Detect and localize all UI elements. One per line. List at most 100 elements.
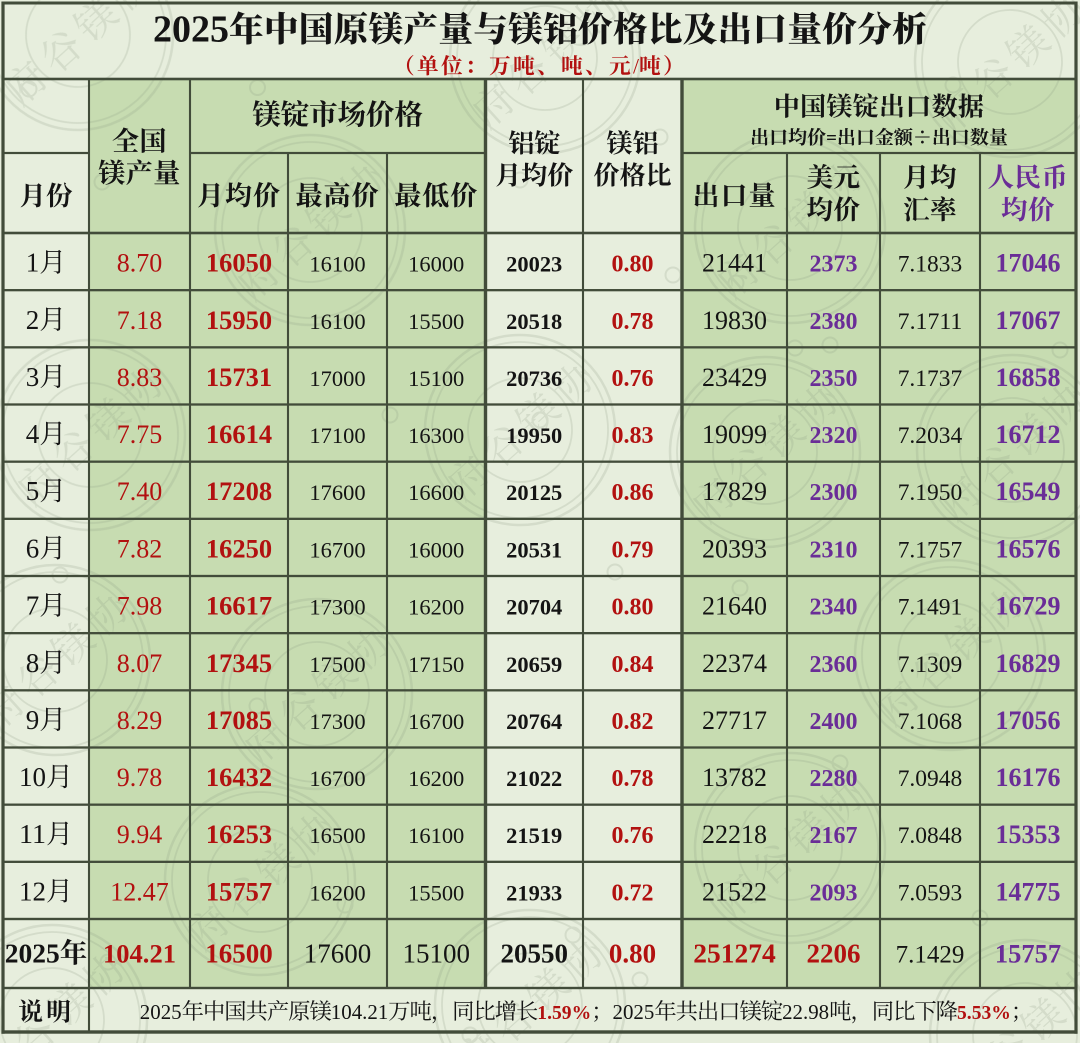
svg-text:16829: 16829 — [996, 649, 1061, 678]
svg-text:7.1950: 7.1950 — [898, 480, 963, 506]
svg-text:16200: 16200 — [408, 766, 464, 791]
svg-text:22218: 22218 — [702, 820, 767, 849]
svg-text:7.1068: 7.1068 — [898, 709, 963, 735]
svg-text:2320: 2320 — [810, 423, 858, 449]
svg-text:2373: 2373 — [810, 252, 858, 278]
svg-text:0.78: 0.78 — [612, 309, 654, 335]
svg-text:8.29: 8.29 — [117, 706, 163, 735]
svg-text:2093: 2093 — [810, 880, 858, 906]
svg-text:4: 4 — [26, 419, 40, 449]
svg-text:17000: 17000 — [309, 366, 365, 391]
svg-text:21640: 21640 — [702, 592, 767, 621]
svg-text:0.76: 0.76 — [612, 823, 654, 849]
svg-text:0.78: 0.78 — [612, 766, 654, 792]
svg-text:16200: 16200 — [309, 880, 365, 905]
svg-text:2340: 2340 — [810, 595, 858, 621]
svg-text:16700: 16700 — [309, 766, 365, 791]
svg-text:15353: 15353 — [996, 820, 1061, 849]
svg-text:7.1429: 7.1429 — [896, 942, 965, 969]
svg-text:5: 5 — [26, 476, 40, 506]
svg-text:2310: 2310 — [810, 537, 858, 563]
svg-text:16858: 16858 — [996, 363, 1061, 392]
svg-text:17056: 17056 — [996, 706, 1061, 735]
svg-text:16500: 16500 — [309, 823, 365, 848]
svg-text:21522: 21522 — [702, 877, 767, 906]
svg-text:0.79: 0.79 — [612, 537, 654, 563]
svg-text:16600: 16600 — [408, 480, 464, 505]
svg-text:17150: 17150 — [408, 652, 464, 677]
svg-text:11: 11 — [19, 819, 46, 849]
svg-text:15500: 15500 — [408, 880, 464, 905]
svg-text:17300: 17300 — [309, 709, 365, 734]
svg-text:19950: 19950 — [506, 423, 562, 448]
svg-text:16712: 16712 — [996, 420, 1061, 449]
svg-text:16617: 16617 — [206, 591, 272, 621]
svg-text:0.80: 0.80 — [609, 939, 656, 969]
svg-text:2400: 2400 — [810, 709, 858, 735]
svg-text:104.21: 104.21 — [103, 939, 176, 969]
svg-text:0.80: 0.80 — [612, 595, 654, 621]
svg-text:22.98: 22.98 — [782, 1000, 829, 1024]
svg-text:1: 1 — [26, 248, 40, 278]
svg-text:12.47: 12.47 — [110, 877, 169, 906]
svg-text:23429: 23429 — [702, 363, 767, 392]
svg-text:2300: 2300 — [810, 480, 858, 506]
svg-text:0.76: 0.76 — [612, 366, 654, 392]
svg-text:104.21: 104.21 — [331, 1000, 389, 1024]
svg-text:17100: 17100 — [309, 423, 365, 448]
svg-text:16000: 16000 — [408, 537, 464, 562]
svg-text:8.07: 8.07 — [117, 649, 163, 678]
svg-text:7.1711: 7.1711 — [898, 309, 963, 335]
svg-text:2360: 2360 — [810, 652, 858, 678]
svg-text:2025: 2025 — [613, 1000, 655, 1024]
svg-text:2350: 2350 — [810, 366, 858, 392]
svg-text:2167: 2167 — [810, 823, 858, 849]
svg-text:7.0848: 7.0848 — [898, 823, 963, 849]
svg-text:20518: 20518 — [506, 309, 562, 334]
svg-text:7.1309: 7.1309 — [898, 652, 963, 678]
svg-text:7.82: 7.82 — [117, 534, 163, 563]
svg-text:2: 2 — [26, 305, 40, 335]
svg-text:7.1757: 7.1757 — [898, 537, 963, 563]
svg-text:16576: 16576 — [996, 534, 1061, 563]
svg-text:17067: 17067 — [996, 306, 1061, 335]
svg-text:15757: 15757 — [995, 939, 1061, 969]
svg-text:16100: 16100 — [309, 309, 365, 334]
svg-text:7.0948: 7.0948 — [898, 766, 963, 792]
svg-text:5.53%: 5.53% — [957, 1003, 1011, 1024]
svg-text:16176: 16176 — [996, 763, 1061, 792]
svg-text:21519: 21519 — [506, 823, 562, 848]
svg-text:17085: 17085 — [206, 705, 272, 735]
svg-text:2280: 2280 — [810, 766, 858, 792]
svg-text:20764: 20764 — [506, 709, 562, 734]
svg-text:16000: 16000 — [408, 252, 464, 277]
svg-text:21441: 21441 — [702, 249, 767, 278]
svg-text:16100: 16100 — [408, 823, 464, 848]
svg-text:15950: 15950 — [206, 305, 272, 335]
svg-text:7.0593: 7.0593 — [898, 880, 963, 906]
svg-text:16100: 16100 — [309, 252, 365, 277]
svg-text:2025: 2025 — [153, 8, 229, 50]
svg-text:0.84: 0.84 — [612, 652, 654, 678]
svg-text:0.72: 0.72 — [612, 880, 654, 906]
svg-text:17600: 17600 — [309, 480, 365, 505]
svg-text:16050: 16050 — [206, 248, 272, 278]
svg-text:20531: 20531 — [506, 537, 562, 562]
svg-text:17829: 17829 — [702, 477, 767, 506]
svg-text:8: 8 — [26, 648, 40, 678]
svg-text:17600: 17600 — [304, 939, 372, 969]
svg-text:20704: 20704 — [506, 595, 562, 620]
svg-text:3: 3 — [26, 362, 40, 392]
svg-text:15731: 15731 — [206, 362, 272, 392]
svg-text:16729: 16729 — [996, 592, 1061, 621]
svg-text:16549: 16549 — [996, 477, 1061, 506]
svg-text:0.80: 0.80 — [612, 252, 654, 278]
svg-text:12: 12 — [19, 876, 46, 906]
svg-text:17046: 17046 — [996, 249, 1061, 278]
svg-text:15500: 15500 — [408, 309, 464, 334]
svg-text:17208: 17208 — [206, 476, 272, 506]
svg-text:15100: 15100 — [402, 939, 470, 969]
svg-text:20550: 20550 — [500, 939, 568, 969]
svg-text:15757: 15757 — [206, 876, 272, 906]
svg-text:0.82: 0.82 — [612, 709, 654, 735]
